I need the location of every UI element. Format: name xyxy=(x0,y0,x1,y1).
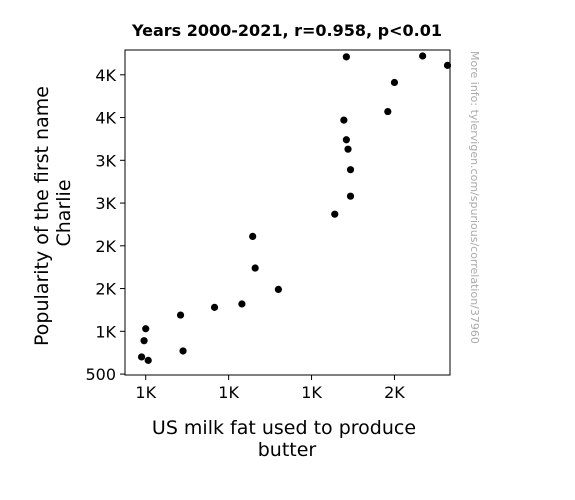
data-point xyxy=(251,264,259,272)
data-point xyxy=(342,53,350,61)
y-tick-label: 3K xyxy=(95,194,116,213)
data-point xyxy=(137,353,146,361)
data-point xyxy=(384,107,392,116)
data-point xyxy=(144,356,152,364)
data-point xyxy=(249,232,257,240)
data-point xyxy=(140,337,148,345)
x-tick-label: 1K xyxy=(301,383,322,402)
plot-area xyxy=(124,49,451,376)
data-point xyxy=(346,166,355,174)
x-tick-label: 1K xyxy=(218,383,239,402)
data-point xyxy=(274,285,282,294)
x-tick-label: 2K xyxy=(384,383,405,402)
x-axis: 1K 1K 1K 2K xyxy=(135,375,405,402)
data-point xyxy=(340,116,348,124)
y-axis-title-line-1: Popularity of the first name xyxy=(31,86,53,346)
y-tick-label: 500 xyxy=(85,365,116,384)
y-tick-label: 3K xyxy=(95,151,116,170)
y-tick-label: 4K xyxy=(95,109,116,128)
x-axis-title-line-2: butter xyxy=(258,439,317,461)
data-point xyxy=(210,303,219,311)
watermark-text: More info: tylervigen.com/spurious/corre… xyxy=(468,51,481,344)
y-axis: 500 1K 2K 2K 3K 3K 4K 4K xyxy=(85,66,125,384)
data-point xyxy=(390,78,399,87)
y-tick-label: 4K xyxy=(95,66,116,85)
x-axis-title: US milk fat used to produce butter xyxy=(152,417,422,461)
x-axis-title-line-1: US milk fat used to produce xyxy=(152,417,416,439)
data-point xyxy=(344,145,352,153)
data-point xyxy=(176,311,185,319)
data-point xyxy=(142,325,150,333)
data-point xyxy=(342,136,350,144)
y-axis-title: Popularity of the first name Charlie xyxy=(31,80,75,346)
chart-title: Years 2000-2021, r=0.958, p<0.01 xyxy=(131,21,442,40)
data-point xyxy=(238,300,246,308)
y-tick-label: 1K xyxy=(95,322,116,341)
data-point xyxy=(443,61,452,69)
data-points xyxy=(137,52,452,364)
data-point xyxy=(419,52,427,60)
y-tick-label: 2K xyxy=(95,280,116,299)
data-point xyxy=(331,210,339,218)
x-tick-label: 1K xyxy=(135,383,156,402)
y-axis-title-line-2: Charlie xyxy=(53,179,75,246)
data-point xyxy=(346,192,355,200)
data-point xyxy=(179,347,187,355)
y-tick-label: 2K xyxy=(95,237,116,256)
